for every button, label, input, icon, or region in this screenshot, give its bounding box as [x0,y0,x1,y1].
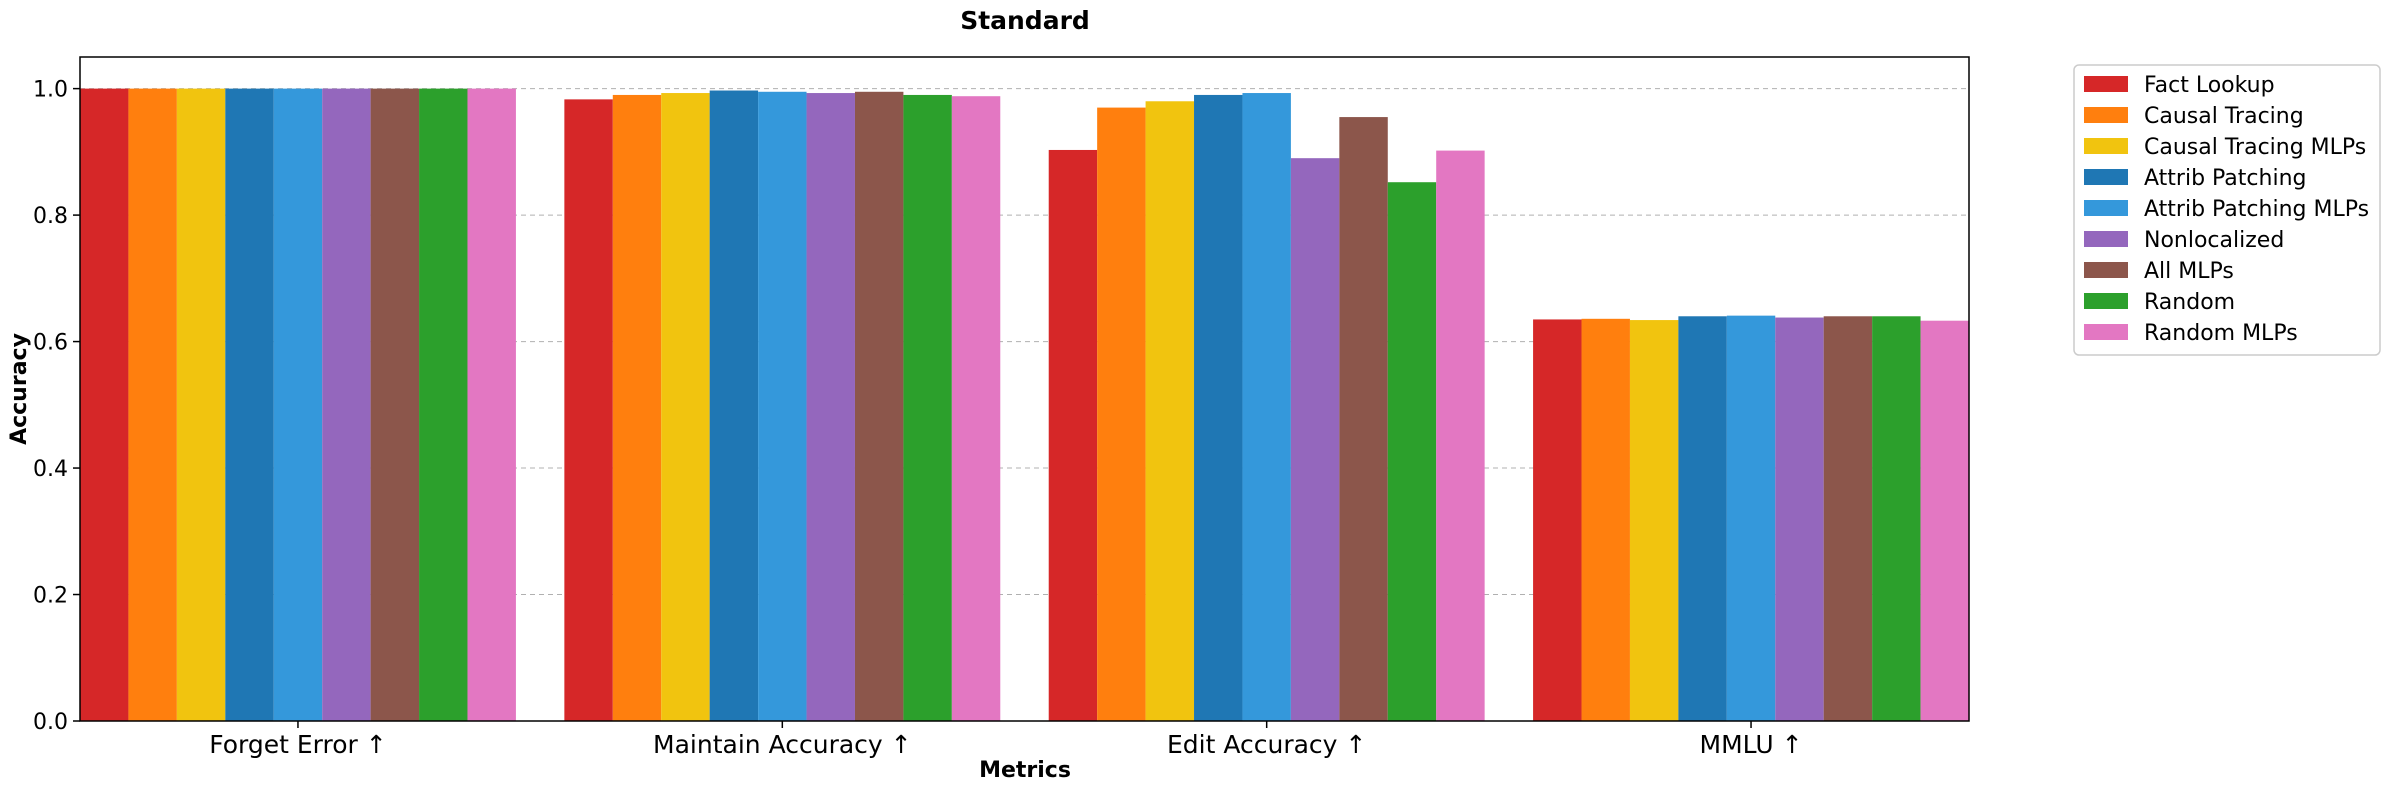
bar-random [1872,316,1921,721]
bar-nonlocalized [322,88,371,722]
bar-attrib-patching [1678,316,1727,721]
bar-attrib-patching-mlps [273,88,323,722]
legend-swatch [2084,262,2128,278]
bar-attrib-patching [709,90,759,722]
bars [80,88,1969,722]
legend-label: Attrib Patching MLPs [2144,197,2369,222]
x-tick-label: Maintain Accuracy ↑ [653,730,912,759]
y-tick-label: 0.8 [33,204,68,229]
bar-causal-tracing-mlps [1629,320,1679,721]
bar-nonlocalized [1775,317,1824,721]
legend-swatch [2084,138,2128,154]
chart-title: Standard [960,6,1090,35]
bar-random-mlps [951,96,1001,721]
x-axis-ticks: Forget Error ↑ Maintain Accuracy ↑ Edit Ac… [209,721,1803,759]
legend-swatch [2084,76,2128,92]
legend-label: All MLPs [2144,259,2234,284]
legend-label: Random [2144,290,2235,315]
bar-causal-tracing-mlps [176,88,226,722]
x-axis-title: Metrics [979,758,1071,783]
y-axis-ticks: 0.0 0.2 0.4 0.6 0.8 1.0 [33,78,80,735]
y-tick-label: 1.0 [33,78,68,103]
bar-causal-tracing [1097,107,1146,722]
bar-random-mlps [467,88,516,722]
legend-label: Fact Lookup [2144,73,2275,98]
bar-all-mlps [1823,316,1873,721]
bar-causal-tracing-mlps [661,93,710,721]
legend-swatch [2084,169,2128,185]
bar-all-mlps [854,91,904,722]
bar-fact-lookup [1533,319,1582,721]
bar-random-mlps [1436,150,1485,721]
bar-random-mlps [1920,320,1969,721]
bar-fact-lookup [80,88,129,722]
legend-swatch [2084,231,2128,247]
y-axis-title: Accuracy [7,333,32,445]
y-tick-label: 0.2 [33,584,68,609]
legend: Fact Lookup Causal Tracing Causal Tracing … [2073,64,2381,356]
bar-attrib-patching-mlps [1242,93,1291,721]
bar-attrib-patching [225,88,274,722]
bar-random [903,94,952,721]
legend-swatch [2084,200,2128,216]
legend-swatch [2084,324,2128,340]
bar-all-mlps [370,88,420,722]
legend-label: Nonlocalized [2144,228,2284,253]
bar-nonlocalized [1290,158,1340,721]
bar-causal-tracing-mlps [1145,101,1195,722]
x-tick-label: MMLU ↑ [1700,730,1803,759]
bar-random [419,88,468,722]
x-tick-label: Edit Accuracy ↑ [1167,730,1366,759]
bar-fact-lookup [1048,149,1098,721]
legend-label: Causal Tracing MLPs [2144,135,2366,160]
bar-nonlocalized [806,93,855,721]
bar-random [1387,182,1437,721]
x-tick-label: Forget Error ↑ [209,730,386,759]
bar-causal-tracing [128,88,177,722]
legend-frame [2073,64,2381,356]
legend-label: Random MLPs [2144,321,2298,346]
y-tick-label: 0.4 [33,457,68,482]
bar-all-mlps [1339,117,1388,722]
y-tick-label: 0.0 [33,710,68,735]
bar-causal-tracing [612,94,662,721]
bar-attrib-patching-mlps [758,91,807,722]
legend-swatch [2084,107,2128,123]
legend-swatch [2084,293,2128,309]
bar-attrib-patching [1194,94,1243,721]
plot-frame [79,56,1970,722]
bar-causal-tracing [1581,318,1630,721]
legend-label: Attrib Patching [2144,166,2306,191]
y-tick-label: 0.6 [33,331,68,356]
bar-fact-lookup [564,99,613,722]
legend-label: Causal Tracing [2144,104,2304,129]
bar-attrib-patching-mlps [1726,315,1776,721]
